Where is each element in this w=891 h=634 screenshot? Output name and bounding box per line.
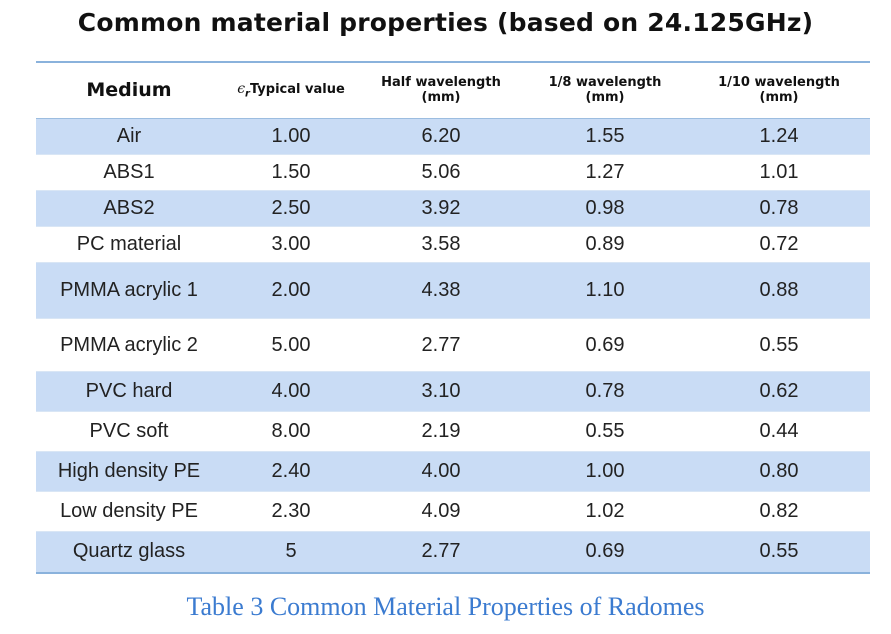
cell-tenth-wavelength: 0.82 <box>688 491 870 532</box>
cell-tenth-wavelength: 0.55 <box>688 531 870 572</box>
cell-permittivity: 2.30 <box>222 491 360 532</box>
cell-permittivity: 3.00 <box>222 226 360 263</box>
cell-half-wavelength: 2.77 <box>360 531 522 572</box>
table-row: Quartz glass 5 2.77 0.69 0.55 <box>36 531 870 572</box>
cell-eighth-wavelength: 0.89 <box>522 226 688 263</box>
header-row: Medium ϵrTypical value Half wavelength (… <box>36 63 870 119</box>
cell-half-wavelength: 3.92 <box>360 190 522 227</box>
cell-medium: Quartz glass <box>36 531 222 572</box>
cell-medium: PVC soft <box>36 411 222 452</box>
cell-permittivity: 8.00 <box>222 411 360 452</box>
cell-medium: PC material <box>36 226 222 263</box>
cell-permittivity: 5 <box>222 531 360 572</box>
header-half-wavelength: Half wavelength (mm) <box>360 63 522 119</box>
cell-half-wavelength: 4.09 <box>360 491 522 532</box>
cell-eighth-wavelength: 0.55 <box>522 411 688 452</box>
page-title: Common material properties (based on 24.… <box>77 8 814 37</box>
cell-eighth-wavelength: 0.98 <box>522 190 688 227</box>
cell-permittivity: 1.00 <box>222 118 360 155</box>
table-row: PC material 3.00 3.58 0.89 0.72 <box>36 226 870 263</box>
cell-half-wavelength: 6.20 <box>360 118 522 155</box>
cell-eighth-wavelength: 1.10 <box>522 262 688 319</box>
cell-medium: ABS1 <box>36 154 222 191</box>
cell-half-wavelength: 2.19 <box>360 411 522 452</box>
cell-eighth-wavelength: 0.69 <box>522 318 688 372</box>
cell-medium: PMMA acrylic 2 <box>36 318 222 372</box>
cell-tenth-wavelength: 0.72 <box>688 226 870 263</box>
header-half-line1: Half wavelength <box>381 74 501 90</box>
properties-table: Medium ϵrTypical value Half wavelength (… <box>36 63 870 572</box>
cell-eighth-wavelength: 1.55 <box>522 118 688 155</box>
cell-half-wavelength: 5.06 <box>360 154 522 191</box>
cell-tenth-wavelength: 1.01 <box>688 154 870 191</box>
cell-medium: ABS2 <box>36 190 222 227</box>
cell-permittivity: 2.00 <box>222 262 360 319</box>
cell-tenth-wavelength: 0.62 <box>688 371 870 412</box>
cell-tenth-wavelength: 0.55 <box>688 318 870 372</box>
cell-tenth-wavelength: 0.80 <box>688 451 870 492</box>
cell-medium: Low density PE <box>36 491 222 532</box>
cell-half-wavelength: 4.00 <box>360 451 522 492</box>
cell-eighth-wavelength: 1.00 <box>522 451 688 492</box>
epsilon-subscript: r <box>245 88 250 100</box>
cell-tenth-wavelength: 0.44 <box>688 411 870 452</box>
cell-eighth-wavelength: 0.69 <box>522 531 688 572</box>
table-row: PVC soft 8.00 2.19 0.55 0.44 <box>36 411 870 452</box>
cell-eighth-wavelength: 1.02 <box>522 491 688 532</box>
cell-medium: PVC hard <box>36 371 222 412</box>
material-table: Medium ϵrTypical value Half wavelength (… <box>36 61 870 574</box>
cell-medium: High density PE <box>36 451 222 492</box>
cell-half-wavelength: 2.77 <box>360 318 522 372</box>
cell-permittivity: 1.50 <box>222 154 360 191</box>
table-row: ABS2 2.50 3.92 0.98 0.78 <box>36 190 870 227</box>
cell-permittivity: 2.40 <box>222 451 360 492</box>
cell-tenth-wavelength: 1.24 <box>688 118 870 155</box>
header-eighth-wavelength: 1/8 wavelength (mm) <box>522 63 688 119</box>
header-tenth-line2: (mm) <box>759 89 799 105</box>
header-permittivity: ϵrTypical value <box>222 63 360 119</box>
table-row: Low density PE 2.30 4.09 1.02 0.82 <box>36 491 870 532</box>
table-row: PVC hard 4.00 3.10 0.78 0.62 <box>36 371 870 412</box>
header-half-line2: (mm) <box>421 89 461 105</box>
cell-tenth-wavelength: 0.78 <box>688 190 870 227</box>
table-row: PMMA acrylic 1 2.00 4.38 1.10 0.88 <box>36 262 870 319</box>
cell-half-wavelength: 3.10 <box>360 371 522 412</box>
table-row: ABS1 1.50 5.06 1.27 1.01 <box>36 154 870 191</box>
cell-permittivity: 4.00 <box>222 371 360 412</box>
header-tenth-line1: 1/10 wavelength <box>718 74 840 90</box>
table-caption: Table 3 Common Material Properties of Ra… <box>186 592 705 621</box>
header-medium: Medium <box>36 63 222 119</box>
cell-half-wavelength: 3.58 <box>360 226 522 263</box>
cell-tenth-wavelength: 0.88 <box>688 262 870 319</box>
epsilon-symbol: ϵ <box>237 80 246 97</box>
table-row: Air 1.00 6.20 1.55 1.24 <box>36 118 870 155</box>
header-permittivity-label: Typical value <box>249 81 345 97</box>
table-row: PMMA acrylic 2 5.00 2.77 0.69 0.55 <box>36 318 870 372</box>
cell-permittivity: 5.00 <box>222 318 360 372</box>
cell-eighth-wavelength: 0.78 <box>522 371 688 412</box>
header-tenth-wavelength: 1/10 wavelength (mm) <box>688 63 870 119</box>
header-eighth-line1: 1/8 wavelength <box>548 74 662 90</box>
cell-permittivity: 2.50 <box>222 190 360 227</box>
cell-medium: PMMA acrylic 1 <box>36 262 222 319</box>
table-row: High density PE 2.40 4.00 1.00 0.80 <box>36 451 870 492</box>
cell-medium: Air <box>36 118 222 155</box>
cell-half-wavelength: 4.38 <box>360 262 522 319</box>
header-eighth-line2: (mm) <box>585 89 625 105</box>
cell-eighth-wavelength: 1.27 <box>522 154 688 191</box>
